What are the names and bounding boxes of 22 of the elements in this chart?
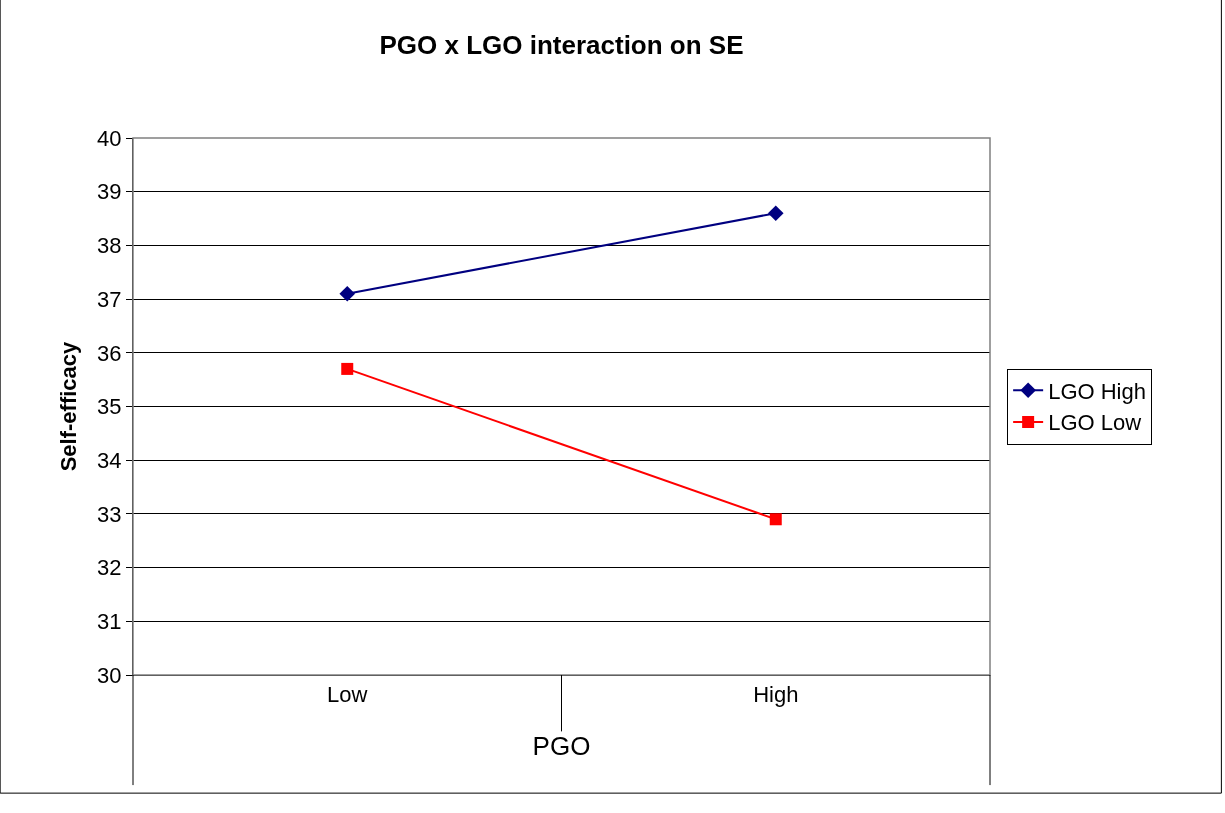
y-tick-label: 30: [97, 662, 122, 688]
y-axis-title: Self-efficacy: [55, 340, 81, 472]
legend-label: LGO High: [1048, 378, 1146, 404]
y-tick-label: 40: [97, 125, 122, 151]
y-tick-label: 35: [97, 394, 122, 420]
chart-title: PGO x LGO interaction on SE: [379, 29, 744, 60]
y-tick-label: 31: [97, 609, 122, 634]
y-tick-label: 34: [97, 447, 122, 473]
x-tick-label: High: [753, 682, 799, 708]
x-axis-title: PGO: [532, 731, 591, 762]
y-tick-label: 39: [97, 179, 122, 205]
x-tick-label: Low: [327, 682, 368, 708]
point: [339, 285, 356, 302]
legend-label: LGO Low: [1048, 410, 1142, 436]
y-tick-label: 32: [97, 555, 122, 581]
point: [767, 205, 784, 221]
y-tick-label: 33: [97, 501, 122, 527]
y-tick-label: 38: [97, 233, 122, 259]
point: [341, 362, 354, 375]
y-tick-label: 36: [97, 340, 122, 366]
point: [769, 513, 782, 526]
y-tick-label: 37: [97, 286, 122, 312]
